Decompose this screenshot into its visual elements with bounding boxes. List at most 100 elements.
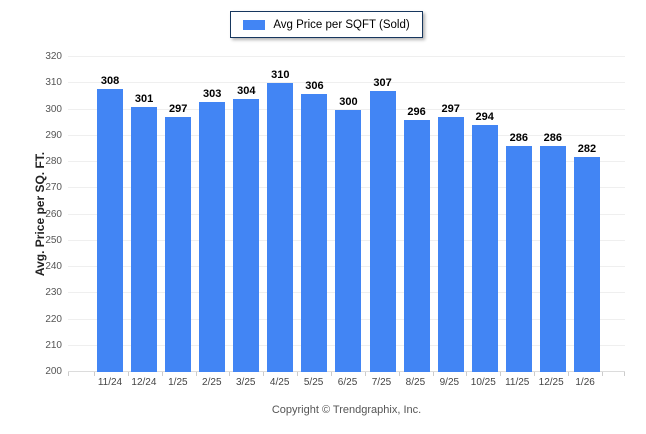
x-tick-label: 1/25 [168,377,188,388]
axis-tick [568,372,602,376]
bar-group: 282 [570,57,604,372]
x-tick-label: 12/25 [538,377,564,388]
bar-value-label: 294 [475,111,494,124]
y-tick-label: 280 [45,156,62,167]
x-axis-labels: 11/24 12/24 1/25 2/25 3/25 4/25 5/25 6/25 7/25 8/… [93,377,602,388]
bar [403,120,430,372]
axis-tick [161,372,196,376]
bar [199,101,226,372]
bar [573,156,600,372]
axis-tick [297,372,331,376]
x-tick-label: 11/24 [97,377,123,388]
axis-tick [364,372,399,376]
x-tick-label: 2/25 [202,377,222,388]
x-tick-label: 4/25 [269,377,290,388]
x-tick-label: 3/25 [235,377,256,388]
y-tick-label: 210 [45,339,62,351]
axis-tick [229,372,263,376]
bar [165,117,192,372]
bar-group: 297 [434,57,468,372]
x-tick-label: 1/26 [575,377,595,388]
bar [335,109,362,372]
bar-value-label: 300 [339,95,358,108]
x-axis-tick-row [94,372,603,376]
axis-tick [466,372,500,376]
gridline [68,108,625,110]
bar-value-label: 286 [509,132,528,145]
axis-tick [195,372,230,376]
bar-value-label: 296 [407,106,426,118]
bar [437,117,464,372]
y-tick-label: 310 [45,77,62,89]
bar-group: 286 [536,57,570,372]
bar [505,146,532,372]
bar-value-label: 297 [441,103,460,116]
bar-value-label: 306 [305,79,324,92]
legend: Avg Price per SQFT (Sold) [230,11,423,38]
y-axis-labels: 200 210 220 230 240 250 260 270 280 290 300 310 320 [0,52,62,377]
bar-value-label: 282 [577,142,597,155]
bar [301,93,328,372]
axis-tick [534,372,568,376]
bar-value-label: 307 [373,77,392,90]
y-tick-label: 290 [45,129,62,141]
bar [131,106,158,372]
axis-tick [94,372,128,376]
x-tick-label: 12/24 [131,377,157,388]
bar [369,91,396,372]
legend-label: Avg Price per SQFT (Sold) [273,18,410,31]
bar-group: 296 [400,57,434,372]
x-tick-label: 8/25 [405,377,426,388]
axis-tick [127,372,162,376]
bar-group: 306 [297,57,331,372]
y-tick-label: 230 [45,287,62,299]
y-tick-label: 270 [45,182,62,194]
x-tick-label: 10/25 [470,377,496,388]
bar [471,125,498,372]
bar-group: 310 [263,57,297,372]
bar-group: 301 [127,57,161,372]
bar-group: 297 [161,57,195,372]
bar-group: 294 [468,57,502,372]
x-tick-label: 6/25 [337,377,358,388]
bar [539,146,566,372]
axis-tick [331,372,365,376]
bar-value-label: 286 [543,132,563,145]
y-tick-label: 260 [45,208,62,220]
gridline [68,56,625,57]
legend-swatch-icon [243,19,266,30]
axis-tick [263,372,297,376]
gridline [68,82,625,84]
y-tick-label: 200 [45,366,62,377]
bar-value-label: 301 [134,92,154,105]
copyright-text: Copyright © Trendgraphix, Inc. [271,404,422,416]
x-tick-label: 9/25 [439,377,460,388]
bar-group: 307 [366,57,400,372]
bar [267,83,294,372]
bar [233,99,260,372]
bar [97,88,124,372]
x-tick-label: 7/25 [371,377,392,388]
bar-series: 308 301 297 303 304 310 306 300 307 296 297 294 286 2… [68,57,625,372]
y-tick-label: 320 [45,51,62,62]
bar-group: 303 [195,57,229,372]
bar-value-label: 310 [271,69,290,82]
y-tick-label: 250 [45,234,62,246]
bar-group: 308 [93,57,127,372]
y-tick-label: 300 [45,103,62,115]
x-tick-label: 5/25 [303,377,324,388]
bar-group: 304 [229,57,263,372]
bar-value-label: 297 [168,103,188,116]
bar-value-label: 303 [203,87,222,100]
y-tick-label: 220 [45,313,62,325]
axis-tick [398,372,433,376]
bar-group: 286 [502,57,536,372]
axis-tick [432,372,467,376]
plot-area: 308 301 297 303 304 310 306 300 307 296 297 294 286 2… [68,56,625,376]
y-tick-label: 240 [45,261,62,272]
x-axis-ticks [68,372,625,376]
bar-group: 300 [331,57,365,372]
bar-value-label: 304 [237,85,256,97]
axis-tick [500,372,534,376]
